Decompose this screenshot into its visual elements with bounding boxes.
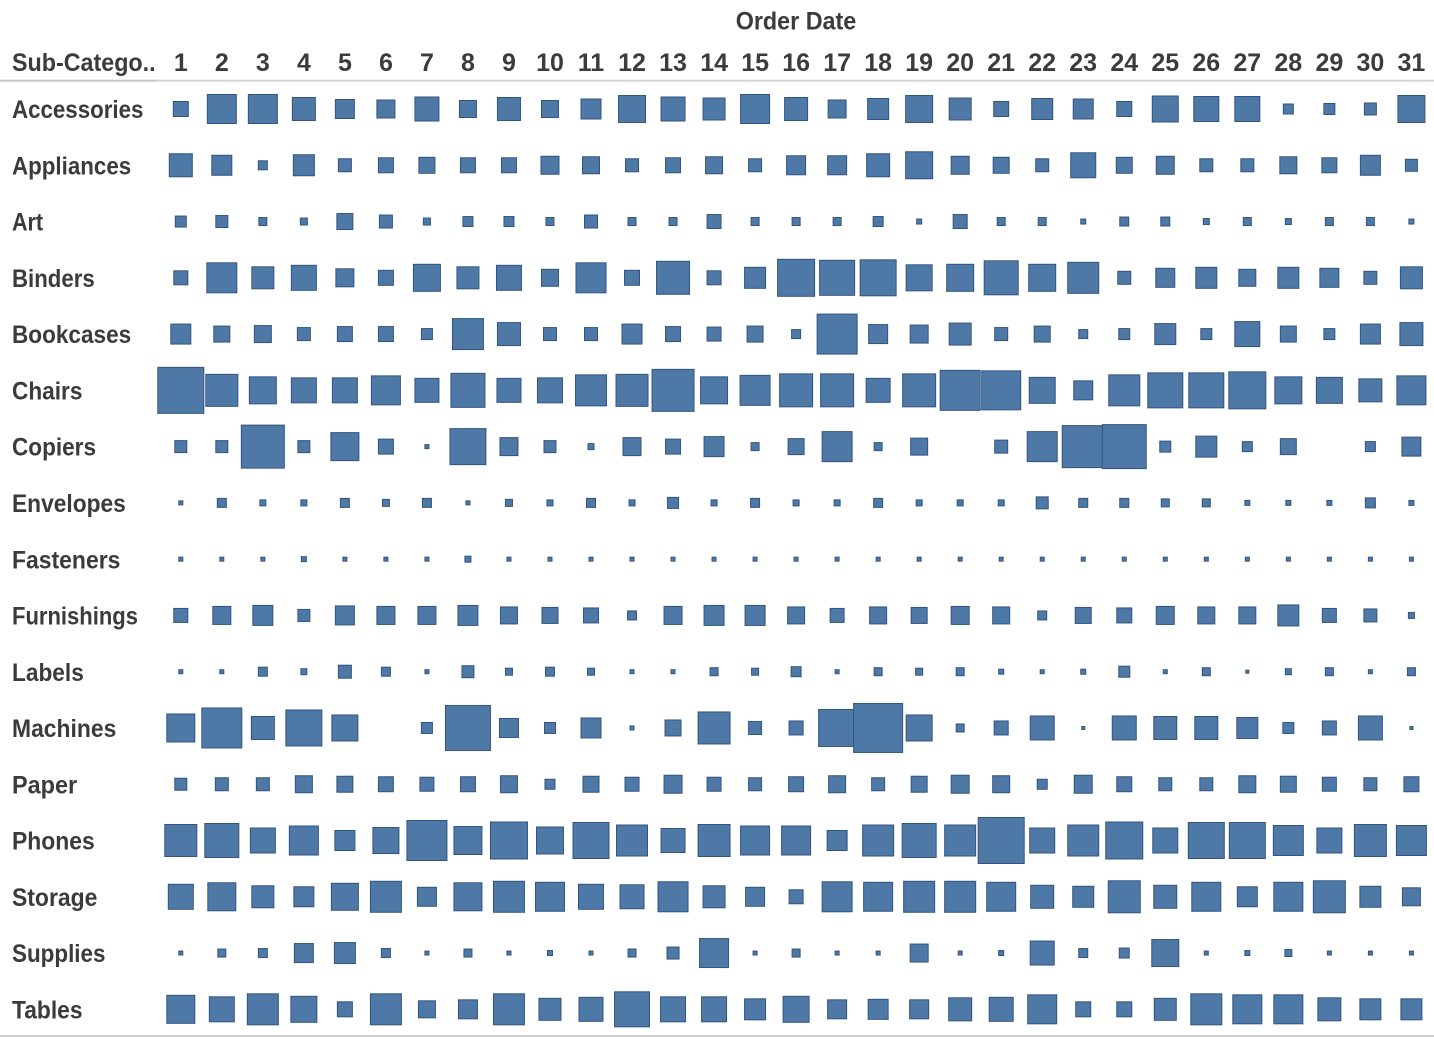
svg-text:31: 31: [1397, 49, 1425, 77]
svg-text:Order Date: Order Date: [736, 8, 857, 36]
svg-text:18: 18: [864, 49, 892, 77]
svg-text:24: 24: [1110, 49, 1138, 77]
svg-text:10: 10: [536, 49, 564, 77]
svg-text:13: 13: [659, 49, 687, 77]
svg-text:12: 12: [618, 49, 646, 77]
svg-text:2: 2: [215, 49, 229, 77]
svg-text:29: 29: [1315, 49, 1343, 77]
svg-text:4: 4: [297, 49, 311, 77]
svg-text:Storage: Storage: [12, 884, 97, 912]
svg-text:26: 26: [1192, 49, 1220, 77]
svg-text:17: 17: [823, 49, 851, 77]
svg-text:Binders: Binders: [12, 265, 95, 293]
svg-text:Fasteners: Fasteners: [12, 546, 120, 574]
svg-text:Sub-Catego..: Sub-Catego..: [12, 49, 156, 77]
svg-text:14: 14: [700, 49, 728, 77]
svg-text:Tables: Tables: [12, 996, 83, 1024]
svg-text:Furnishings: Furnishings: [12, 603, 138, 631]
svg-text:27: 27: [1233, 49, 1261, 77]
svg-text:Accessories: Accessories: [12, 96, 143, 124]
svg-text:30: 30: [1356, 49, 1384, 77]
svg-text:11: 11: [578, 49, 605, 77]
svg-text:Phones: Phones: [12, 828, 95, 856]
svg-text:Art: Art: [12, 209, 44, 237]
svg-text:25: 25: [1151, 49, 1179, 77]
svg-text:3: 3: [256, 49, 270, 77]
svg-text:8: 8: [461, 49, 475, 77]
svg-text:19: 19: [905, 49, 933, 77]
svg-text:5: 5: [338, 49, 352, 77]
svg-text:9: 9: [502, 49, 516, 77]
svg-text:16: 16: [782, 49, 810, 77]
svg-text:Appliances: Appliances: [12, 152, 131, 180]
svg-text:1: 1: [174, 49, 188, 77]
svg-text:7: 7: [420, 49, 434, 77]
svg-text:Copiers: Copiers: [12, 434, 96, 462]
svg-text:Machines: Machines: [12, 715, 116, 743]
svg-text:Labels: Labels: [12, 659, 84, 687]
svg-text:Bookcases: Bookcases: [12, 321, 131, 349]
svg-text:15: 15: [741, 49, 769, 77]
svg-text:Envelopes: Envelopes: [12, 490, 126, 518]
svg-text:Chairs: Chairs: [12, 378, 82, 406]
svg-text:28: 28: [1274, 49, 1302, 77]
svg-text:23: 23: [1069, 49, 1097, 77]
svg-text:Supplies: Supplies: [12, 940, 106, 968]
svg-text:22: 22: [1028, 49, 1056, 77]
svg-text:21: 21: [987, 49, 1015, 77]
svg-text:20: 20: [946, 49, 974, 77]
svg-text:6: 6: [379, 49, 393, 77]
svg-text:Paper: Paper: [12, 771, 77, 799]
